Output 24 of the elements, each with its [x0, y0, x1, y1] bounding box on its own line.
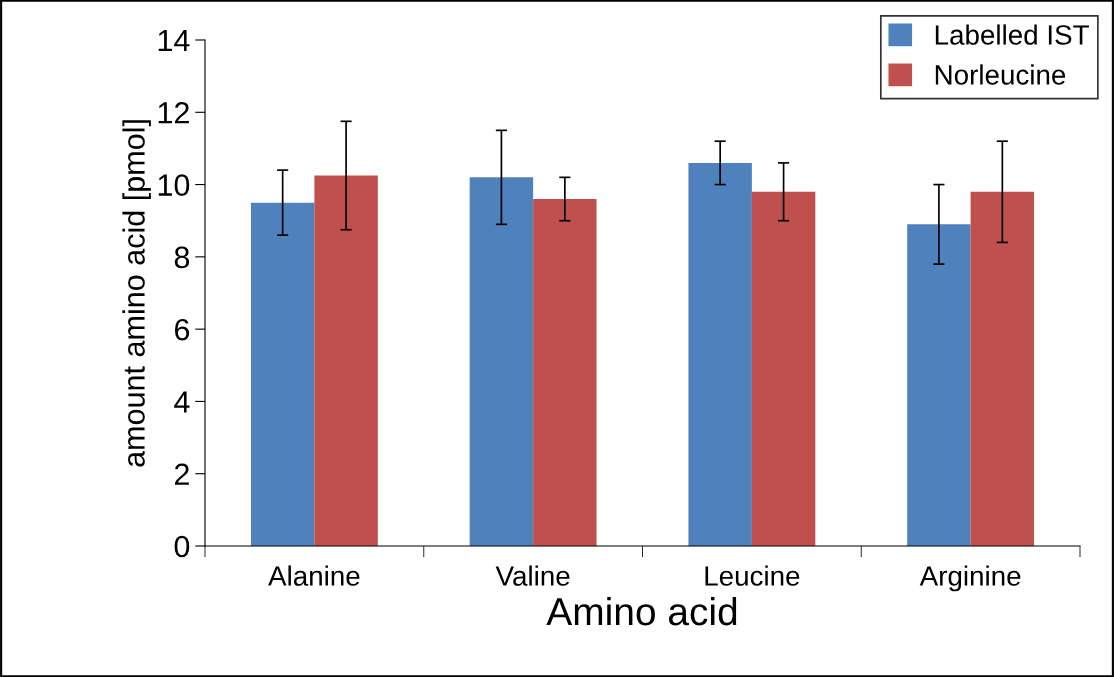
- bar: [907, 224, 971, 546]
- bar: [314, 175, 378, 546]
- y-tick-label: 8: [174, 246, 190, 269]
- x-tick-label: Leucine: [705, 565, 800, 586]
- x-axis-title: Amino acid: [546, 596, 737, 626]
- legend-label: Norleucine: [935, 64, 1066, 85]
- y-tick-label: 4: [174, 391, 190, 413]
- y-tick-label: 10: [158, 174, 190, 196]
- legend-label: Labelled IST: [935, 24, 1089, 45]
- bar: [469, 177, 534, 546]
- bar: [250, 202, 315, 546]
- x-tick-label: Alanine: [268, 565, 360, 586]
- y-tick-label: 6: [174, 318, 190, 341]
- x-tick-label: Arginine: [919, 565, 1021, 592]
- y-tick-label: 2: [174, 463, 189, 485]
- bar: [751, 191, 816, 546]
- bar: [688, 162, 752, 546]
- bar: [533, 199, 597, 546]
- y-axis-title: amount amino acid [pmol]: [122, 120, 151, 467]
- y-tick-label: 14: [158, 30, 190, 52]
- y-tick-label: 12: [158, 102, 189, 124]
- y-tick-label: 0: [174, 535, 190, 558]
- x-tick-label: Valine: [495, 565, 570, 586]
- bar: [970, 191, 1035, 546]
